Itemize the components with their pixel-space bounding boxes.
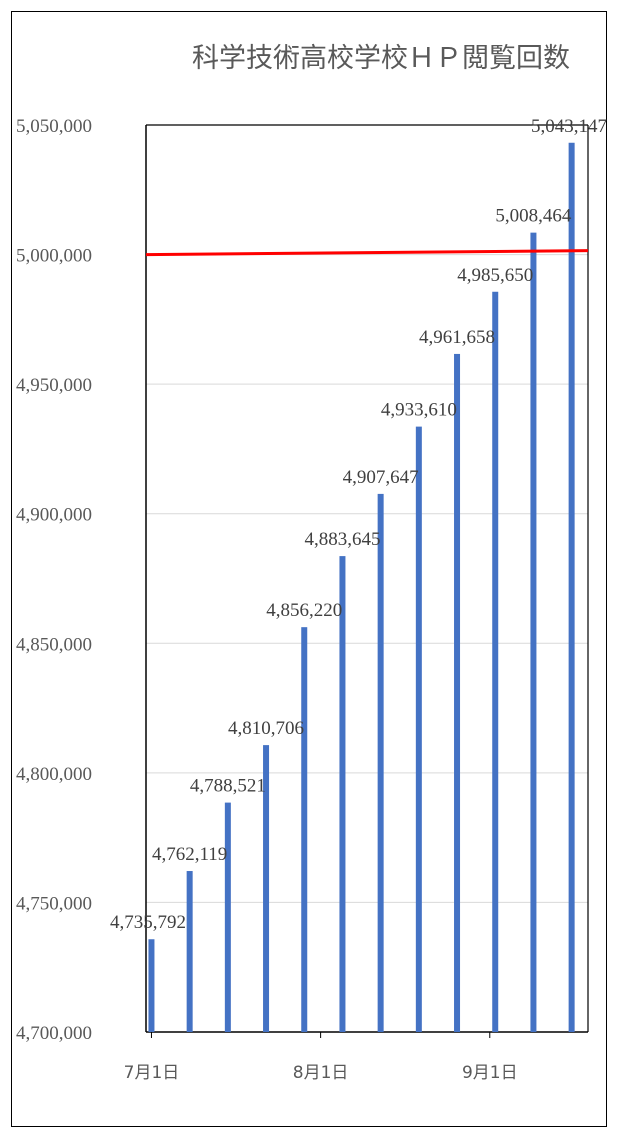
target-line <box>145 249 589 257</box>
data-label: 5,043,147 <box>531 116 607 137</box>
y-tick-label: 4,700,000 <box>16 1023 92 1044</box>
bar <box>148 939 155 1032</box>
chart-frame <box>11 11 607 1127</box>
x-tick-label: 9月1日 <box>462 1063 518 1083</box>
y-tick-label: 4,800,000 <box>16 764 92 785</box>
bar <box>301 627 308 1032</box>
bar <box>530 232 537 1032</box>
data-label: 4,961,658 <box>419 327 495 348</box>
y-tick-label: 4,900,000 <box>16 505 92 526</box>
bar <box>377 493 384 1032</box>
bar <box>224 802 231 1032</box>
bar <box>568 142 575 1033</box>
bar <box>186 871 193 1032</box>
x-tick-label: 8月1日 <box>293 1063 349 1083</box>
data-label: 4,762,119 <box>152 844 227 865</box>
data-label: 4,883,645 <box>304 529 380 550</box>
y-tick-label: 5,000,000 <box>16 246 92 267</box>
bar <box>339 556 346 1032</box>
chart-title: 科学技術高校学校ＨＰ閲覧回数 <box>192 43 570 74</box>
bar <box>492 291 499 1032</box>
data-label: 4,933,610 <box>381 400 457 421</box>
data-label: 4,788,521 <box>190 776 266 797</box>
y-tick-label: 4,850,000 <box>16 634 92 655</box>
data-label: 4,907,647 <box>343 467 419 488</box>
data-label: 5,008,464 <box>495 206 572 227</box>
data-label: 4,856,220 <box>266 600 342 621</box>
data-label: 4,985,650 <box>457 265 533 286</box>
bar <box>263 745 270 1032</box>
y-tick-label: 4,950,000 <box>16 375 92 396</box>
x-tick-label: 7月1日 <box>124 1063 180 1083</box>
y-tick-label: 4,750,000 <box>16 893 92 914</box>
bar <box>454 353 461 1032</box>
data-label: 4,810,706 <box>228 718 304 739</box>
y-tick-label: 5,050,000 <box>16 116 92 137</box>
data-label: 4,735,792 <box>110 912 186 933</box>
bar <box>415 426 422 1033</box>
